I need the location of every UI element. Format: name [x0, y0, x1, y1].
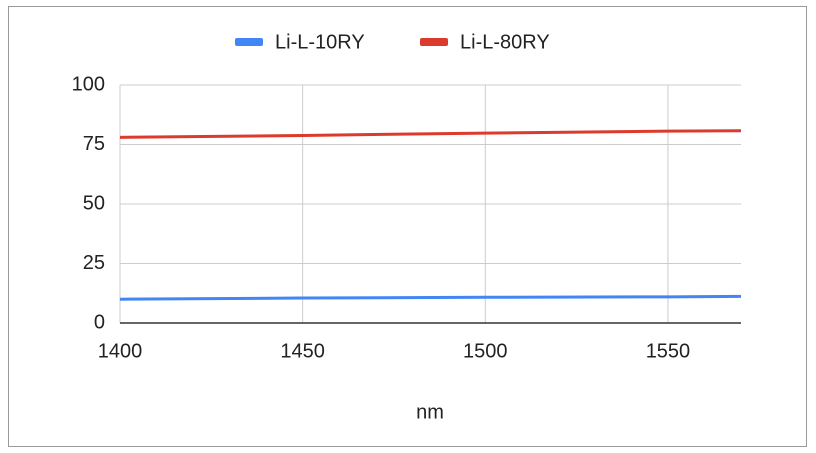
y-tick-label: 75 — [83, 133, 105, 155]
series-line — [119, 129, 742, 139]
x-tick-label: 1500 — [463, 340, 508, 362]
x-tick-label: 1400 — [98, 340, 143, 362]
y-tick-label: 50 — [83, 192, 105, 214]
series-line — [119, 294, 742, 301]
y-tick-label: 100 — [72, 73, 105, 95]
legend-label: Li-L-80RY — [460, 31, 550, 53]
x-tick-label: 1550 — [646, 340, 691, 362]
y-tick-label: 0 — [94, 311, 105, 333]
y-tick-label: 25 — [83, 252, 105, 274]
chart-frame — [8, 6, 807, 447]
x-tick-label: 1450 — [280, 340, 325, 362]
legend-swatch — [420, 38, 448, 46]
legend-swatch — [235, 38, 263, 46]
legend-label: Li-L-10RY — [275, 31, 365, 53]
x-axis-label: nm — [416, 401, 444, 423]
